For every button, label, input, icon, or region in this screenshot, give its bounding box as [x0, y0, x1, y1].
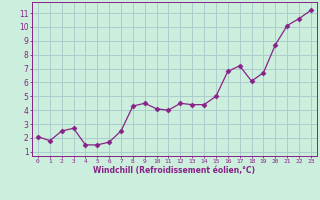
X-axis label: Windchill (Refroidissement éolien,°C): Windchill (Refroidissement éolien,°C)	[93, 166, 255, 175]
